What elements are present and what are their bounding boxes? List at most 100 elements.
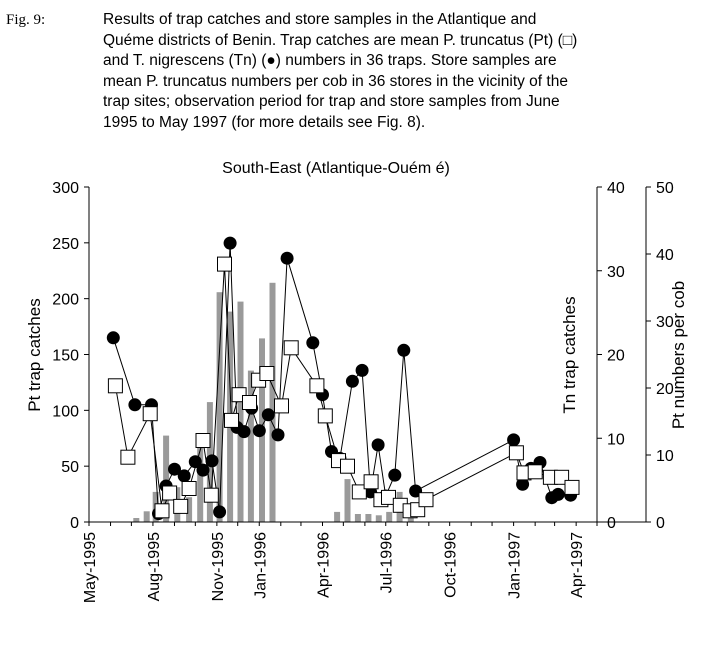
tn-data-point <box>271 428 285 442</box>
pt-data-point <box>242 395 257 410</box>
x-tick-label: Jul-1996 <box>379 532 396 593</box>
pt-data-point <box>181 481 197 496</box>
tn-data-point <box>223 236 237 250</box>
tn-data-point <box>280 251 294 265</box>
bar <box>375 515 382 522</box>
tn-data-point <box>213 505 227 519</box>
tn-data-point <box>306 336 320 350</box>
bar <box>269 282 276 522</box>
bar <box>237 301 244 522</box>
figure-label: Fig. 9: <box>6 12 46 28</box>
right-cob-tick-label: 0 <box>656 515 665 532</box>
caption-line: Results of trap catches and store sample… <box>103 11 537 28</box>
pt-data-point <box>363 474 379 490</box>
bar <box>386 511 393 522</box>
left-tick-label: 250 <box>52 236 79 253</box>
right-cob-tick-label: 20 <box>656 381 674 398</box>
bar <box>163 435 170 522</box>
tn-data-point <box>252 424 266 438</box>
bar <box>334 511 341 522</box>
left-tick-label: 50 <box>61 459 79 476</box>
right-tn-tick-label: 0 <box>607 515 616 532</box>
tn-data-point <box>397 343 411 357</box>
pt-data-point <box>274 398 289 414</box>
x-tick-label: Apr-1996 <box>316 532 333 598</box>
pt-data-point <box>317 408 333 424</box>
tn-data-point <box>177 469 191 483</box>
tn-data-point <box>196 463 210 477</box>
caption-line: 1995 to May 1997 (for more details see F… <box>103 113 426 131</box>
tn-data-point <box>237 425 251 439</box>
pt-data-point <box>217 256 232 272</box>
pt-data-point <box>564 479 580 495</box>
pt-data-point <box>142 406 158 422</box>
pt-data-point <box>418 492 434 508</box>
caption-text: Results of trap catches and store sample… <box>103 10 709 133</box>
right-axis-label-tn: Tn trap catches <box>560 296 579 413</box>
bar <box>216 292 223 522</box>
pt-data-point <box>224 412 239 428</box>
pt-data-point <box>340 458 355 474</box>
x-tick-label: Jan-1996 <box>252 532 269 599</box>
tn-data-point <box>168 462 181 476</box>
tn-data-point <box>188 455 202 469</box>
pt-data-point <box>527 464 543 480</box>
tn-data-point <box>516 477 530 491</box>
pt-data-point <box>508 445 524 461</box>
bar <box>354 514 361 522</box>
right-cob-tick-label: 50 <box>656 180 674 197</box>
pt-data-point <box>351 484 367 500</box>
pt-data-point <box>309 378 325 394</box>
right-cob-tick-label: 40 <box>656 247 674 264</box>
right-cob-tick-label: 30 <box>656 314 674 331</box>
x-tick-label: May-1995 <box>82 532 99 603</box>
bar <box>247 370 254 522</box>
bar <box>133 518 140 522</box>
right-tn-tick-label: 10 <box>607 431 625 448</box>
right-axis-label-cob: Pt numbers per cob <box>669 281 688 429</box>
left-tick-label: 0 <box>70 515 79 532</box>
caption-line: trap sites; observation period for trap … <box>103 93 560 110</box>
pt-data-point <box>120 449 136 465</box>
left-tick-label: 150 <box>52 348 79 365</box>
right-tn-tick-label: 30 <box>607 264 625 281</box>
pt-data-point <box>195 433 211 448</box>
x-tick-label: Nov-1995 <box>210 532 227 601</box>
tn-data-point <box>551 487 565 501</box>
left-tick-label: 300 <box>52 180 79 197</box>
pt-data-point <box>203 487 219 503</box>
bar <box>365 514 372 522</box>
axes: 0 50 100 150 200 250 300 0 10 20 30 40 0 10 20 30 40 50 Ma… <box>52 180 674 603</box>
caption-line: Quéme districts of Benin. Trap catches a… <box>103 31 578 49</box>
tn-data-point <box>261 408 275 422</box>
x-tick-label: Jan-1997 <box>507 532 524 599</box>
tn-data-point <box>507 433 521 447</box>
left-tick-label: 200 <box>52 292 79 309</box>
chart-title: South-East (Atlantique-Ouém é) <box>222 160 450 177</box>
bar <box>143 511 150 522</box>
pt-data-point <box>107 378 123 394</box>
pt-data-point <box>173 498 189 514</box>
right-cob-tick-label: 10 <box>656 448 674 465</box>
pt-data-point <box>283 340 299 356</box>
pt-data-point <box>381 489 396 505</box>
bar <box>344 479 351 522</box>
tn-data-point <box>388 468 402 482</box>
tn-data-point <box>345 374 359 388</box>
x-tick-label: Oct-1996 <box>443 532 460 598</box>
x-tick-label: Apr-1997 <box>569 532 586 598</box>
pt-data-point <box>162 485 178 501</box>
left-tick-label: 100 <box>52 403 79 420</box>
pt-data-point <box>259 366 275 381</box>
left-axis-label: Pt trap catches <box>25 298 44 411</box>
tn-data-point <box>355 363 369 377</box>
pt-data-point <box>154 503 170 519</box>
right-tn-tick-label: 40 <box>607 180 625 197</box>
caption-line: and T. nigrescens (Tn) (●) numbers in 36… <box>103 52 557 69</box>
tn-data-point <box>106 331 120 345</box>
bar <box>197 447 204 522</box>
tn-data-point <box>205 454 219 468</box>
x-tick-label: Aug-1995 <box>146 532 163 601</box>
series-markers <box>106 236 580 521</box>
